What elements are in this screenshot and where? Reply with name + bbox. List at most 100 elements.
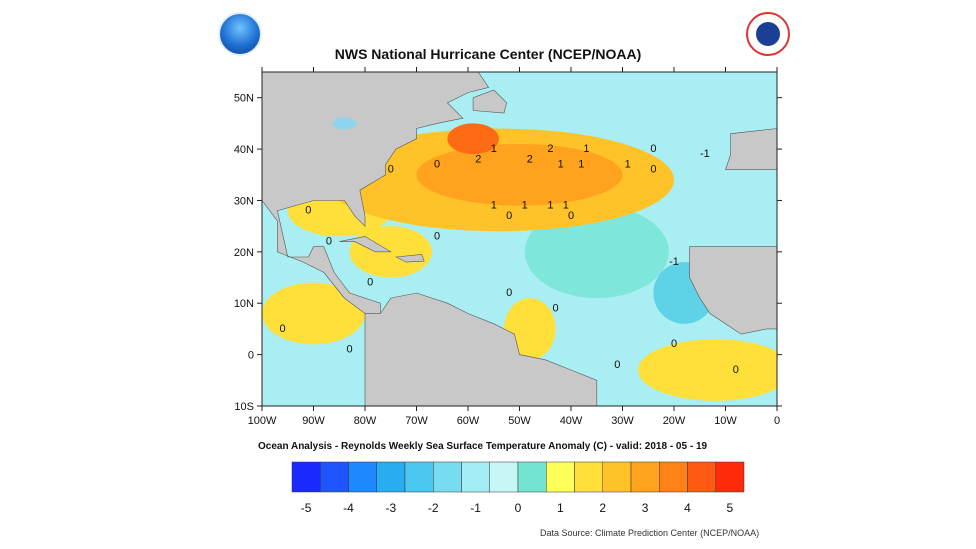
colorbar-swatch [461, 461, 490, 493]
colorbar-label: 0 [515, 501, 522, 515]
noaa-logo [218, 12, 262, 56]
x-tick-label: 10W [714, 415, 737, 427]
contour-label: -1 [669, 256, 679, 268]
x-tick-label: 50W [508, 415, 531, 427]
contour-label: 1 [558, 158, 564, 170]
colorbar: -5 -4 -3 -2 -1 0 1 2 3 4 5 [291, 461, 745, 515]
colorbar-label: 1 [557, 501, 564, 515]
colorbar-swatch [517, 461, 547, 493]
colorbar-swatch [376, 461, 406, 493]
contour-label: 0 [434, 230, 440, 242]
land-greenland-cape [544, 72, 562, 73]
land-africa [689, 246, 777, 406]
x-tick-label: 100W [248, 415, 277, 427]
colorbar-label: 2 [599, 501, 606, 515]
contour-label: 2 [527, 153, 533, 165]
land-north-america [262, 72, 490, 314]
colorbar-label: 4 [684, 501, 691, 515]
contour-label: 1 [522, 200, 528, 212]
anomaly-region-0 [524, 205, 669, 299]
contour-label: 2 [475, 153, 481, 165]
y-tick-label: 40N [234, 144, 254, 156]
colorbar-swatch [687, 461, 716, 493]
x-axis: 100W 90W 80W 70W 60W 50W 40W 30W 20W 10W 0 [248, 67, 780, 427]
land-south-america [364, 292, 598, 406]
x-tick-label: 0 [774, 415, 780, 427]
colorbar-swatch [630, 461, 660, 493]
x-tick-label: 40W [560, 415, 583, 427]
y-tick-label: 20N [234, 247, 254, 259]
contour-label: 0 [346, 343, 352, 355]
contour-label: 0 [388, 164, 394, 176]
y-axis: 50N 40N 30N 20N 10N 0 10S [234, 93, 782, 413]
y-tick-label: 0 [248, 350, 254, 362]
anomaly-peak [462, 126, 494, 146]
colorbar-label: 5 [727, 501, 734, 515]
colorbar-swatch [546, 461, 575, 493]
x-tick-label: 70W [405, 415, 428, 427]
contour-label: 0 [280, 323, 286, 335]
contour-label: 0 [367, 277, 373, 289]
land-newfoundland [472, 89, 507, 114]
y-tick-label: 50N [234, 93, 254, 105]
x-tick-label: 80W [354, 415, 377, 427]
colorbar-label: -4 [343, 501, 354, 515]
land-europe [725, 72, 777, 170]
contour-label: 0 [552, 302, 558, 314]
contour-label: -1 [700, 148, 710, 160]
colorbar-label: -3 [386, 501, 397, 515]
data-source: Data Source: Climate Prediction Center (… [540, 528, 760, 538]
colorbar-swatch [291, 461, 321, 493]
colorbar-label: 3 [642, 501, 649, 515]
contour-label: 0 [326, 235, 332, 247]
colorbar-swatch [574, 461, 603, 493]
contour-label: 1 [625, 158, 631, 170]
colorbar-swatch [433, 461, 462, 493]
colorbar-swatch [404, 461, 434, 493]
colorbar-label: -1 [470, 501, 481, 515]
contour-label: 1 [491, 143, 497, 155]
contour-label: 0 [650, 164, 656, 176]
contour-label: 1 [547, 200, 553, 212]
colorbar-swatch [348, 461, 377, 493]
x-tick-label: 30W [611, 415, 634, 427]
anomaly-region-5 [637, 339, 777, 401]
contour-label: 0 [506, 210, 512, 222]
contour-label: 1 [491, 200, 497, 212]
nws-logo [746, 12, 790, 56]
great-lakes [332, 117, 357, 130]
anomaly-core [457, 149, 613, 191]
contour-label: 0 [650, 143, 656, 155]
y-tick-label: 10N [234, 298, 254, 310]
colorbar-swatch [489, 461, 519, 493]
contour-label: 2 [547, 143, 553, 155]
contour-label: 1 [583, 143, 589, 155]
colorbar-swatch [659, 461, 688, 493]
y-tick-label: 30N [234, 195, 254, 207]
contour-label: 0 [305, 205, 311, 217]
contour-label: 1 [578, 158, 584, 170]
contour-label: 0 [506, 287, 512, 299]
anomaly-region-1 [262, 282, 365, 345]
colorbar-label: -2 [428, 501, 439, 515]
colorbar-swatch [602, 461, 632, 493]
land-hispaniola [394, 254, 425, 263]
x-tick-label: 20W [663, 415, 686, 427]
colorbar-swatch [715, 461, 745, 493]
contour-label: 0 [671, 338, 677, 350]
colorbar-swatch [320, 461, 349, 493]
x-tick-label: 60W [457, 415, 480, 427]
y-tick-label: 10S [234, 401, 254, 413]
contour-label: 0 [733, 364, 739, 376]
land-cuba [339, 236, 392, 253]
chart-subtitle: Ocean Analysis - Reynolds Weekly Sea Sur… [258, 441, 708, 452]
contour-label: 0 [434, 158, 440, 170]
contour-label: 0 [614, 359, 620, 371]
land-masses [262, 72, 777, 406]
contour-label: 1 [563, 200, 569, 212]
chart-title: NWS National Hurricane Center (NCEP/NOAA… [334, 46, 642, 62]
x-tick-label: 90W [302, 415, 325, 427]
contour-label: 0 [568, 210, 574, 222]
